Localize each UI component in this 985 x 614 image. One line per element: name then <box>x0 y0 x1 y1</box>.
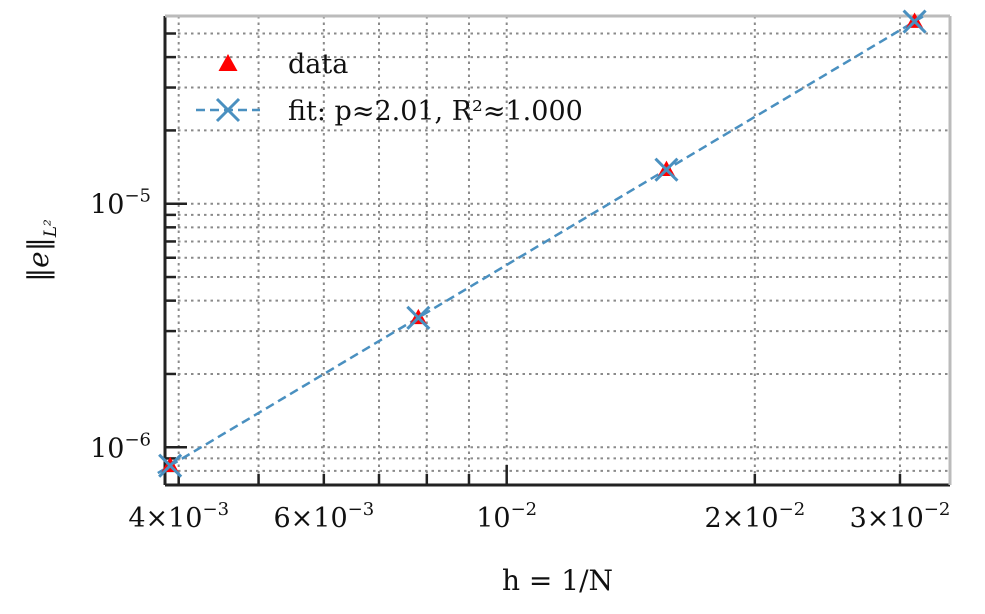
grid-lines <box>165 16 950 486</box>
y-tick-label: 10−6 <box>90 429 151 464</box>
data-series <box>157 9 928 478</box>
fit-point-marker <box>902 9 927 34</box>
x-tick-label: 6×10−3 <box>273 499 374 534</box>
fit-line <box>157 13 928 475</box>
x-tick-label: 3×10−2 <box>850 499 951 534</box>
legend-fit-label: fit: p≈2.01, R²≈1.000 <box>288 96 583 127</box>
x-axis-label: h = 1/N <box>502 564 613 597</box>
fit-point-marker <box>406 305 431 330</box>
legend-data-label: data <box>288 49 348 80</box>
x-tick-label: 4×10−3 <box>128 499 229 534</box>
fit-point-marker <box>158 453 183 478</box>
legend-data-marker <box>218 54 238 71</box>
x-tick-label: 2×10−2 <box>704 499 805 534</box>
legend: data fit: p≈2.01, R²≈1.000 <box>196 49 583 127</box>
plot-frame <box>163 14 952 487</box>
x-tick-label: 10−2 <box>476 499 537 534</box>
legend-fit-marker <box>215 97 241 123</box>
y-axis-label: ‖e‖L² <box>22 219 61 282</box>
axis-labels: h = 1/N ‖e‖L² <box>22 219 613 597</box>
fit-point-marker <box>654 157 679 182</box>
y-tick-label: 10−5 <box>90 186 151 221</box>
axis-ticks: 4×10−3 6×10−3 10−2 2×10−2 3×10−2 10−6 10−5 <box>90 32 951 534</box>
